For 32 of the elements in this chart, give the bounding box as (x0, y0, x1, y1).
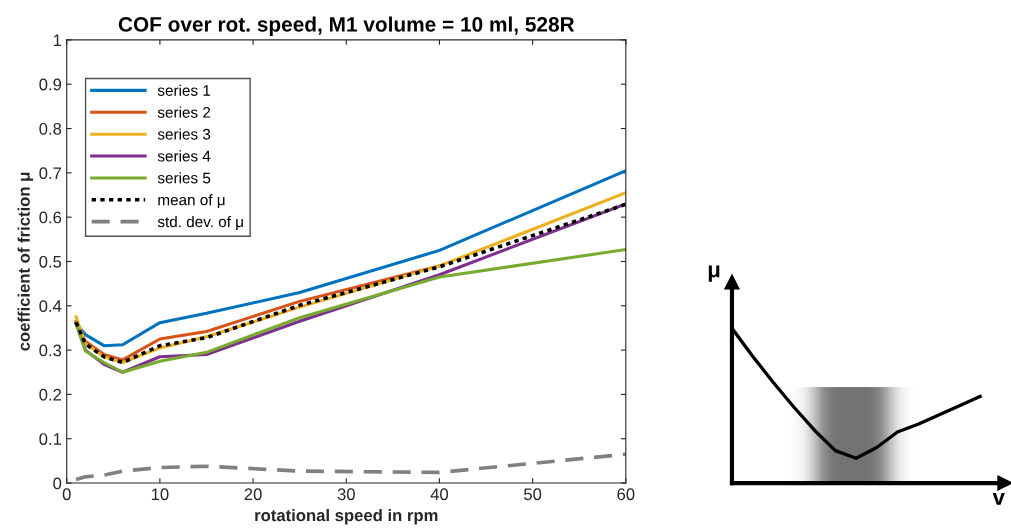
chart-title: COF over rot. speed, M1 volume = 10 ml, 528R (118, 16, 575, 36)
y-tick-label: 0.1 (39, 433, 62, 445)
y-tick-label: 0.4 (39, 300, 62, 312)
x-axis-title: rotational speed in rpm (255, 509, 438, 525)
y-tick-label: 0.3 (39, 344, 62, 357)
x-tick-label: 30 (337, 488, 355, 501)
x-tick-label: 10 (151, 488, 169, 501)
y-axis-title: coefficient of friction μ (17, 172, 34, 351)
y-tick-label: 0.6 (39, 211, 62, 224)
x-tick-label: 60 (617, 488, 635, 501)
y-axis-title: μ (708, 265, 720, 282)
legend-label: series 2 (157, 106, 211, 118)
line-series (74, 247, 626, 374)
line-series (74, 452, 626, 482)
y-tick-label: 0.9 (39, 78, 62, 91)
y-tick-label: 0 (53, 477, 62, 490)
x-tick-label: 50 (524, 488, 542, 501)
legend-label: series 3 (157, 128, 211, 140)
x-tick-label: 40 (430, 488, 449, 501)
legend-label: mean of μ (158, 194, 225, 209)
legend-label: series 1 (157, 84, 211, 96)
x-tick-label: 0 (62, 488, 71, 501)
x-tick-label: 20 (244, 488, 262, 501)
legend-label: series 4 (157, 150, 211, 162)
y-tick-label: 0.2 (39, 388, 62, 401)
x-axis-title: v (992, 492, 1005, 505)
y-tick-label: 1 (53, 34, 62, 46)
y-tick-label: 0.5 (39, 255, 62, 268)
legend-label: std. dev. of μ (157, 215, 243, 230)
y-tick-label: 0.7 (39, 167, 62, 180)
legend-label: series 5 (157, 172, 211, 184)
y-tick-label: 0.8 (39, 122, 62, 135)
